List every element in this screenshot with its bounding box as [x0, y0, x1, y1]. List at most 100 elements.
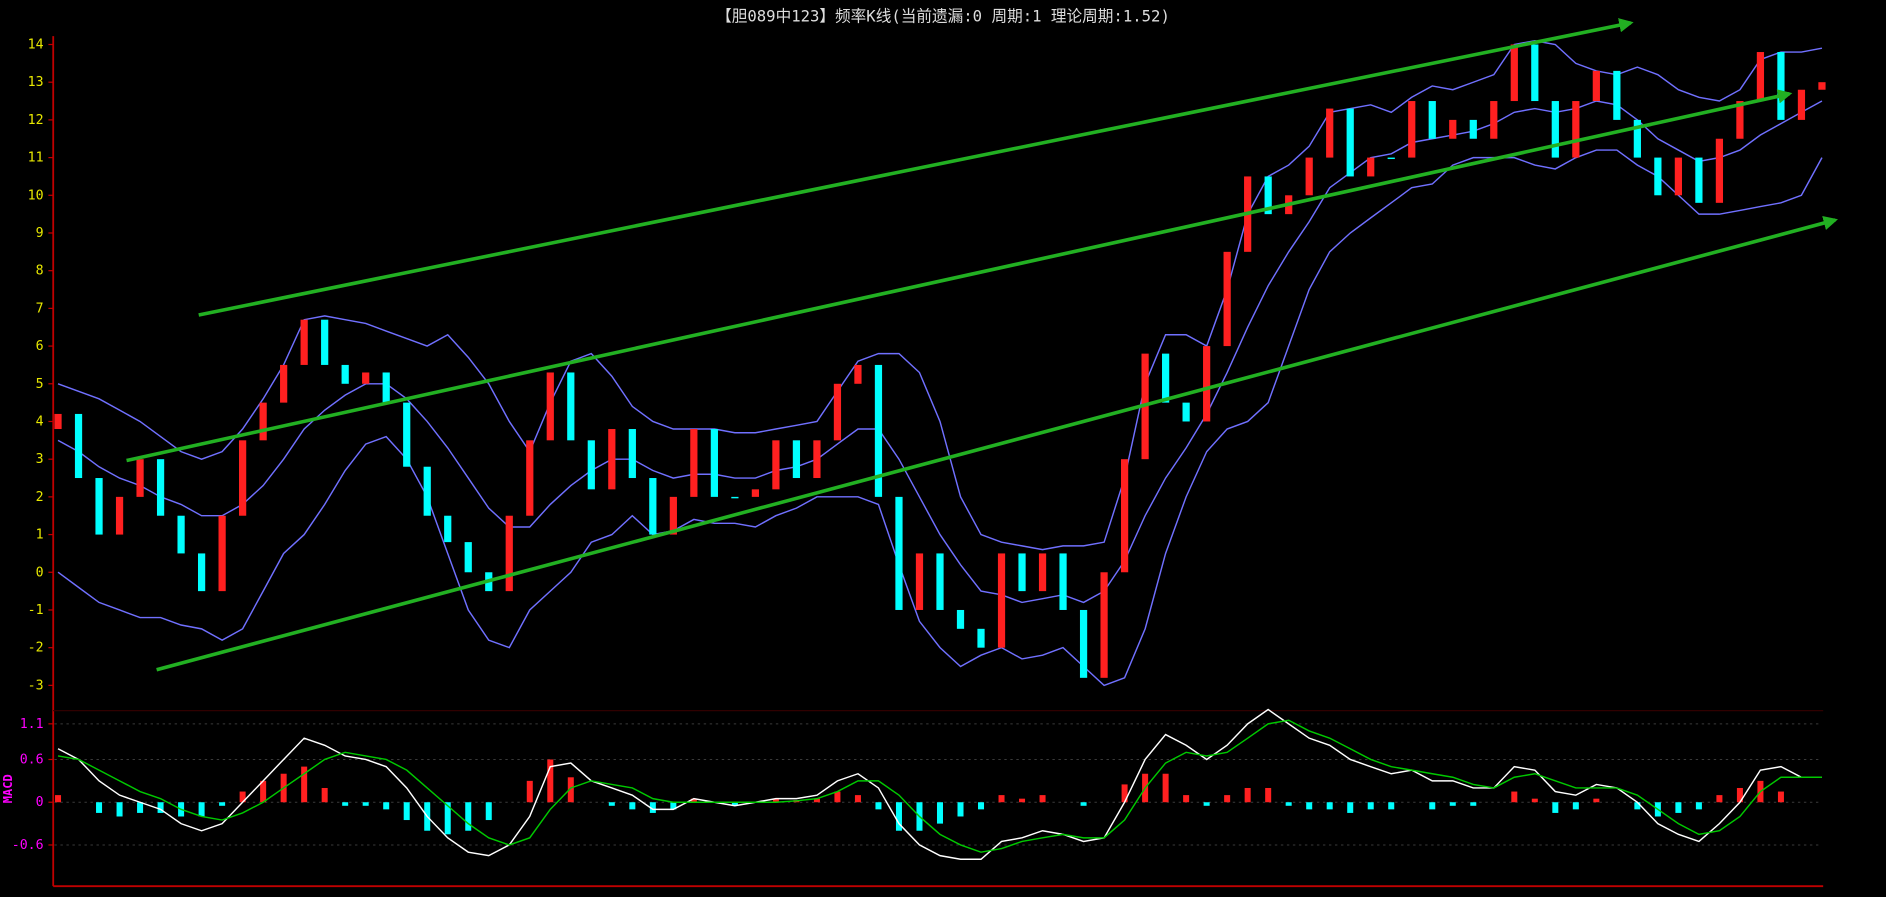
candle — [710, 429, 718, 497]
histogram-bar — [1695, 802, 1702, 810]
candle — [1469, 119, 1477, 139]
histogram-bar — [978, 802, 985, 810]
y-tick-label: 6 — [36, 339, 44, 354]
histogram-bar — [649, 802, 656, 813]
candle — [259, 402, 267, 441]
candle — [136, 459, 144, 497]
candle — [915, 553, 924, 610]
histogram-bar — [1675, 802, 1682, 813]
histogram-bar — [383, 802, 390, 810]
candle — [977, 628, 985, 648]
candle — [792, 440, 801, 479]
candle — [1449, 119, 1457, 139]
histogram-bar — [96, 802, 103, 813]
histogram-bar — [55, 795, 62, 803]
histogram-bar — [198, 802, 205, 817]
candle — [751, 489, 760, 497]
candle — [1756, 52, 1765, 102]
candle — [423, 466, 431, 516]
histogram-bar — [1306, 802, 1313, 810]
candle — [1203, 346, 1211, 422]
histogram-bar — [301, 766, 308, 803]
candle — [1120, 459, 1129, 573]
candle — [1633, 119, 1641, 158]
histogram-bar — [137, 802, 144, 813]
histogram-bar — [1449, 802, 1456, 806]
histogram-bar — [547, 759, 554, 803]
candle — [813, 440, 821, 479]
histogram-bar — [1080, 802, 1087, 806]
candle — [1059, 553, 1067, 610]
candle — [1510, 44, 1518, 102]
histogram-bar — [1634, 802, 1641, 810]
candle — [156, 459, 165, 516]
histogram-bar — [1367, 802, 1374, 810]
y-tick-label: 1 — [36, 528, 44, 543]
y-tick-label: 0.6 — [20, 752, 44, 767]
histogram-bar — [998, 795, 1005, 803]
histogram-bar — [1552, 802, 1559, 813]
histogram-bar — [936, 802, 943, 824]
candle — [74, 413, 83, 479]
candle — [218, 515, 226, 592]
histogram-bar — [772, 798, 779, 803]
histogram-bar — [116, 802, 123, 817]
candle — [874, 364, 883, 497]
histogram-bar — [1039, 795, 1046, 803]
candle — [300, 319, 308, 365]
candle — [115, 496, 124, 535]
candle — [854, 364, 862, 384]
candle — [956, 609, 965, 629]
candle — [1038, 553, 1047, 592]
candle — [1797, 89, 1806, 120]
candle — [649, 478, 657, 535]
y-tick-label: 7 — [36, 301, 44, 316]
histogram-bar — [403, 802, 410, 821]
candle — [1367, 157, 1375, 177]
y-tick-label: 12 — [28, 113, 44, 128]
histogram-bar — [342, 802, 349, 806]
y-tick-label: 8 — [36, 264, 44, 279]
candle — [464, 542, 472, 573]
candle — [546, 372, 554, 441]
candle — [362, 372, 370, 384]
histogram-bar — [321, 787, 328, 803]
candle — [690, 429, 698, 497]
candle — [1079, 609, 1088, 678]
candle — [382, 372, 390, 403]
candle — [54, 413, 62, 430]
candle — [628, 429, 636, 479]
y-tick-label: 3 — [36, 452, 44, 467]
candle — [341, 364, 349, 384]
histogram-bar — [219, 802, 226, 806]
histogram-bar — [1224, 795, 1231, 803]
candle — [321, 319, 329, 365]
candle — [1018, 553, 1026, 592]
candle — [1572, 101, 1580, 158]
y-tick-label: -2 — [28, 641, 44, 656]
candle — [1777, 52, 1785, 120]
histogram-bar — [1736, 787, 1743, 803]
candle — [177, 515, 185, 554]
candle — [1100, 572, 1108, 678]
histogram-bar — [957, 802, 964, 817]
candle — [280, 364, 288, 403]
y-tick-label: 9 — [36, 226, 44, 241]
candle — [1408, 101, 1416, 158]
histogram-bar — [1429, 802, 1436, 810]
candle — [1428, 101, 1436, 139]
candle — [1490, 101, 1498, 139]
y-tick-label: 0 — [36, 565, 44, 580]
trend-line — [198, 18, 1634, 317]
panel-label: MACD — [1, 774, 15, 803]
histogram-bar — [1244, 787, 1251, 803]
histogram-bar — [444, 802, 451, 835]
candle — [1264, 176, 1272, 215]
candle — [731, 496, 739, 499]
candle — [1326, 108, 1334, 158]
candle — [197, 553, 206, 592]
candle — [1162, 353, 1170, 403]
histogram-bar — [465, 802, 472, 831]
